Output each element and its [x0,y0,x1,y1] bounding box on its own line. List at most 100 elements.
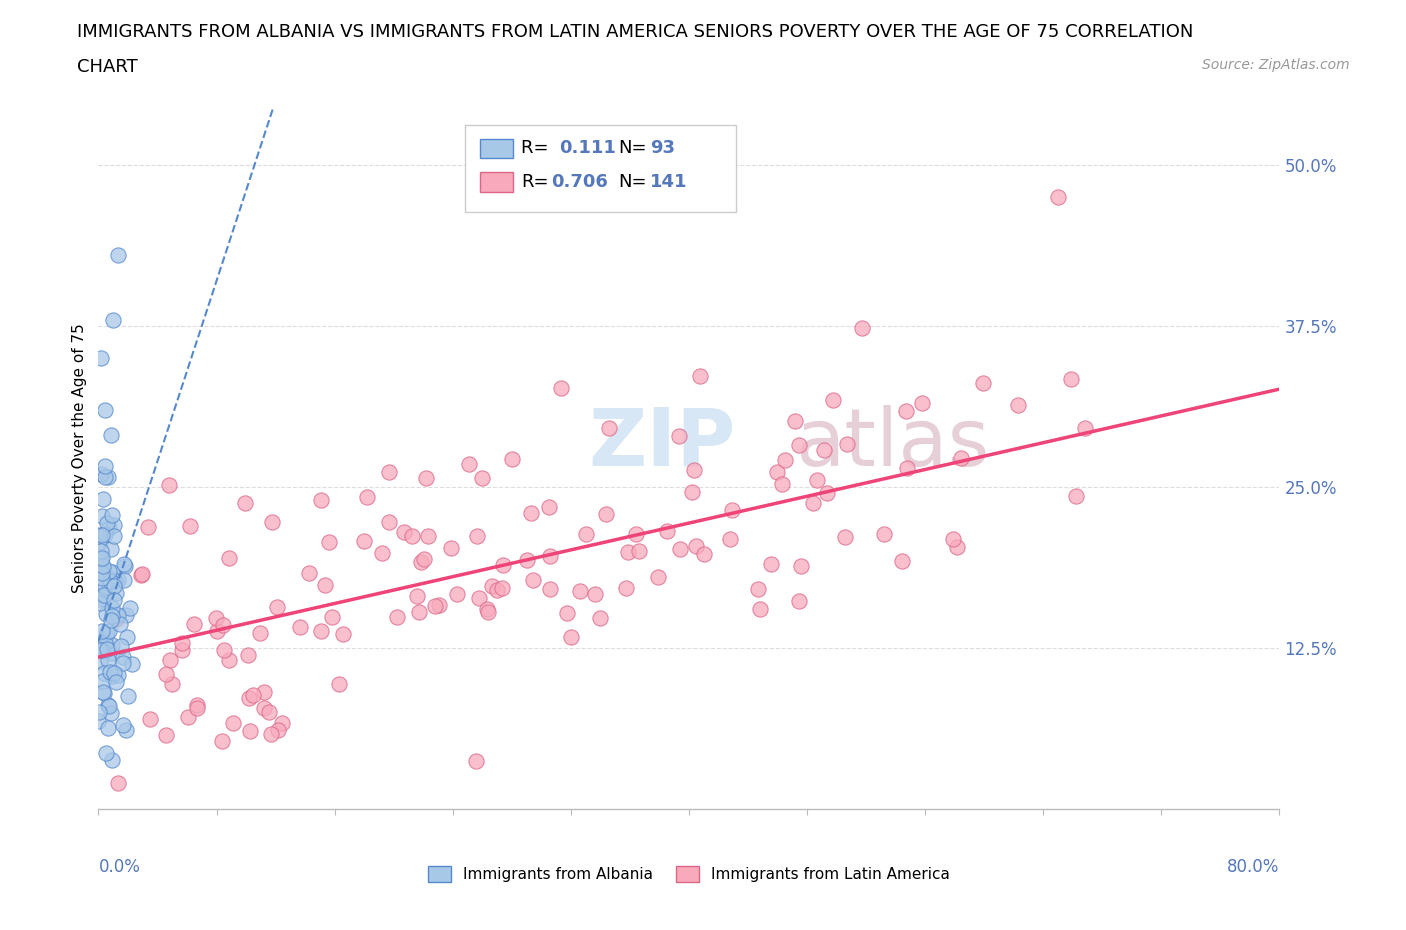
Immigrants from Albania [91,624,114,639]
Text: R=: R= [522,140,554,157]
Text: 93: 93 [650,140,675,157]
Text: CHART: CHART [77,58,138,75]
Immigrants from Latin America [657,524,679,538]
Immigrants from Albania [100,427,122,442]
Immigrants from Albania [112,572,135,587]
Immigrants from Albania [111,656,134,671]
Immigrants from Latin America [356,489,378,504]
Immigrants from Latin America [105,612,128,627]
Immigrants from Albania [94,635,117,650]
Immigrants from Latin America [205,610,228,625]
Immigrants from Latin America [491,557,513,572]
Immigrants from Albania [101,753,124,768]
Immigrants from Latin America [520,505,543,520]
Immigrants from Latin America [471,471,494,485]
Immigrants from Latin America [107,776,129,790]
Immigrants from Albania [107,608,129,623]
Immigrants from Latin America [834,529,856,544]
Immigrants from Latin America [129,567,152,582]
Immigrants from Latin America [233,496,256,511]
FancyBboxPatch shape [464,125,737,212]
Immigrants from Latin America [589,610,612,625]
Immigrants from Latin America [647,569,669,584]
Immigrants from Latin America [896,461,918,476]
Immigrants from Latin America [328,677,350,692]
Immigrants from Albania [100,541,122,556]
Immigrants from Albania [98,665,121,680]
Immigrants from Albania [89,535,111,550]
Immigrants from Albania [104,574,127,589]
Immigrants from Latin America [668,429,690,444]
Immigrants from Latin America [415,471,437,485]
Immigrants from Latin America [207,623,229,638]
Immigrants from Latin America [136,520,159,535]
Immigrants from Latin America [946,539,969,554]
Immigrants from Latin America [1007,398,1029,413]
Immigrants from Latin America [353,534,375,549]
Immigrants from Albania [115,723,138,737]
Immigrants from Latin America [157,478,180,493]
Immigrants from Latin America [179,518,201,533]
Immigrants from Latin America [378,515,401,530]
Text: atlas: atlas [796,405,990,483]
Immigrants from Latin America [266,600,288,615]
Immigrants from Latin America [491,581,513,596]
Immigrants from Latin America [522,573,544,588]
Immigrants from Latin America [575,526,598,541]
Immigrants from Albania [91,527,114,542]
Text: 141: 141 [650,173,688,191]
Immigrants from Albania [112,557,135,572]
Immigrants from Latin America [377,464,399,479]
Immigrants from Latin America [773,453,796,468]
Immigrants from Latin America [186,700,208,715]
Immigrants from Latin America [749,602,772,617]
Immigrants from Albania [114,558,136,573]
Immigrants from Latin America [427,597,450,612]
Immigrants from Albania [107,247,129,262]
Immigrants from Latin America [159,653,181,668]
Immigrants from Albania [90,552,112,567]
Immigrants from Latin America [290,619,312,634]
Immigrants from Latin America [392,525,415,539]
Immigrants from Latin America [770,477,793,492]
Immigrants from Latin America [212,618,235,632]
Immigrants from Albania [100,669,122,684]
Text: ZIP: ZIP [589,405,735,483]
Immigrants from Albania [117,689,139,704]
Immigrants from Latin America [950,450,973,465]
Immigrants from Latin America [311,493,333,508]
Immigrants from Albania [94,526,117,541]
Immigrants from Albania [103,518,125,533]
Immigrants from Albania [100,612,122,627]
Immigrants from Latin America [689,368,711,383]
Immigrants from Latin America [683,462,706,477]
Immigrants from Latin America [821,392,844,407]
Immigrants from Latin America [942,532,965,547]
Immigrants from Latin America [669,541,692,556]
Immigrants from Albania [110,639,132,654]
Immigrants from Albania [98,573,121,588]
Immigrants from Albania [90,588,112,603]
Immigrants from Albania [115,630,138,644]
Immigrants from Latin America [177,710,200,724]
Immigrants from Albania [100,705,122,720]
Immigrants from Latin America [685,538,707,553]
Immigrants from Albania [103,528,125,543]
Immigrants from Latin America [371,546,394,561]
Immigrants from Albania [101,565,124,579]
Immigrants from Albania [93,666,115,681]
Immigrants from Latin America [321,610,343,625]
Immigrants from Latin America [813,443,835,458]
Immigrants from Albania [100,646,122,661]
Immigrants from Albania [89,591,111,606]
Immigrants from Latin America [253,700,276,715]
Text: N=: N= [619,173,647,191]
Immigrants from Albania [90,351,112,365]
Immigrants from Latin America [408,604,430,619]
Immigrants from Albania [97,652,120,667]
Immigrants from Albania [97,469,120,484]
Immigrants from Albania [94,629,117,644]
Immigrants from Albania [114,608,136,623]
Immigrants from Albania [103,665,125,680]
Immigrants from Albania [101,637,124,652]
